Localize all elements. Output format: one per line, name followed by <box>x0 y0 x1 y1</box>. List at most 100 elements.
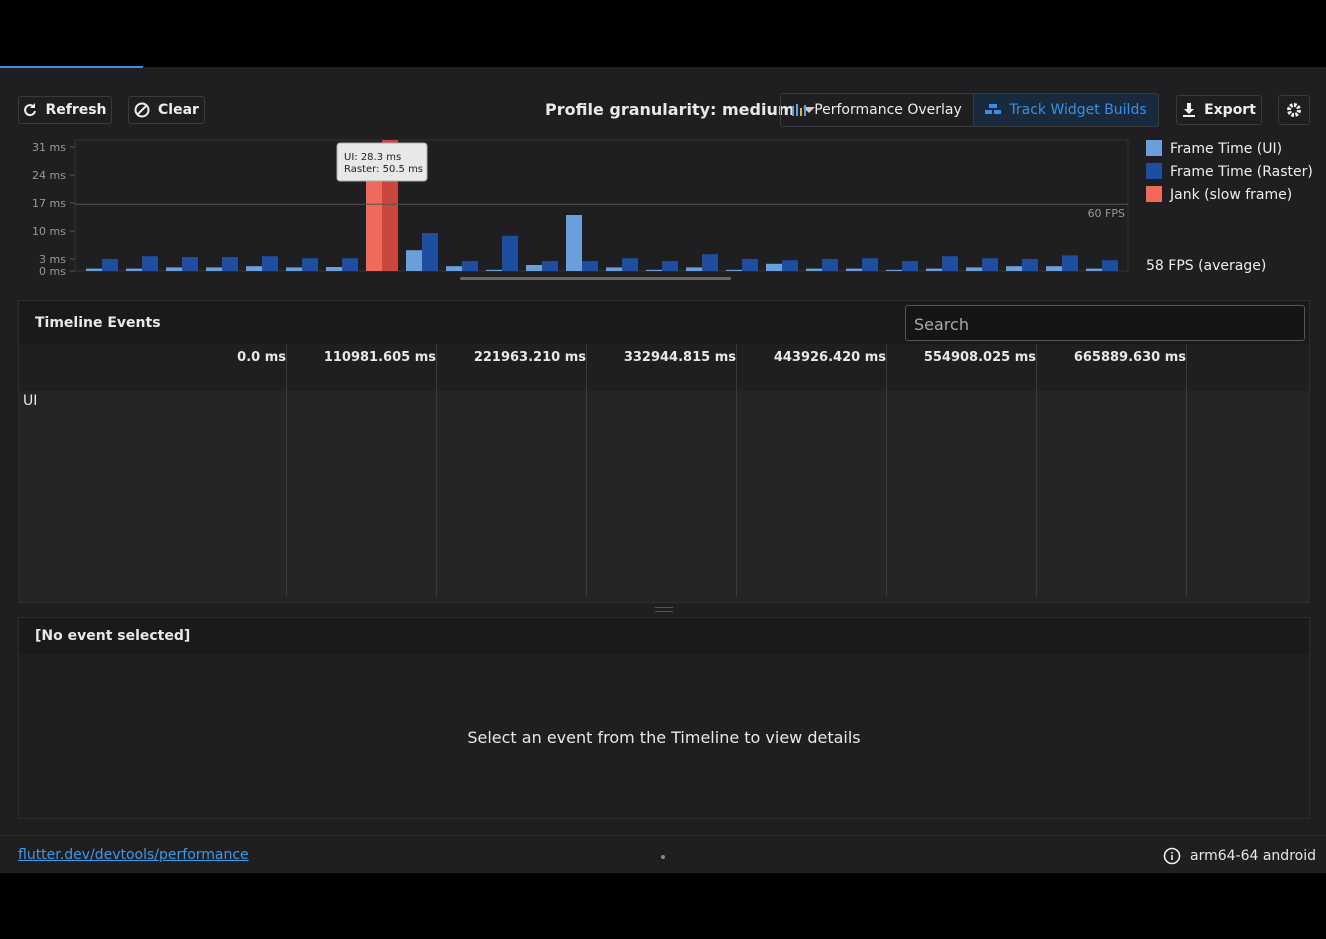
details-header: [No event selected] <box>19 618 1309 654</box>
bar <box>86 268 102 271</box>
details-panel: [No event selected] Select an event from… <box>18 617 1310 819</box>
bar <box>966 267 982 271</box>
time-label: 221963.210 ms <box>473 350 586 365</box>
clear-button[interactable]: Clear <box>128 96 205 124</box>
bar <box>606 267 622 271</box>
bar <box>902 261 918 271</box>
settings-button[interactable] <box>1278 95 1310 125</box>
clear-label: Clear <box>158 102 199 118</box>
bar <box>102 259 118 271</box>
bar <box>422 233 438 271</box>
target-label: 60 FPS <box>1088 207 1125 220</box>
splitter-handle[interactable] <box>655 607 673 612</box>
bar <box>526 265 542 271</box>
refresh-button[interactable]: Refresh <box>18 96 112 124</box>
y-tick-label: 10 ms <box>32 225 66 238</box>
column-divider <box>436 344 437 597</box>
bar <box>342 258 358 271</box>
device-label: arm64-64 android <box>1190 848 1316 864</box>
bar <box>406 250 422 271</box>
progress-bar <box>0 66 143 68</box>
overlay-icon <box>792 104 807 116</box>
bar <box>462 261 478 271</box>
y-tick-label: 3 ms <box>39 253 66 266</box>
bar <box>686 267 702 271</box>
column-divider <box>1186 344 1187 597</box>
time-label: 0.0 ms <box>237 350 286 365</box>
footer-link[interactable]: flutter.dev/devtools/performance <box>18 847 249 863</box>
bar <box>886 269 902 271</box>
status-dot <box>661 855 665 859</box>
bar <box>126 268 142 271</box>
bar <box>822 259 838 271</box>
bar <box>262 256 278 271</box>
bar <box>446 266 462 271</box>
bar <box>926 268 942 271</box>
bar <box>182 257 198 271</box>
bar <box>1006 266 1022 271</box>
y-tick-label: 31 ms <box>32 141 66 154</box>
legend-label: Frame Time (Raster) <box>1170 164 1313 180</box>
legend-swatch <box>1146 163 1162 179</box>
frame-chart: 0 ms3 ms 10 ms 17 ms 24 ms 31 ms 60 FPS UI: 28… <box>32 139 1313 280</box>
overlay-label: Performance Overlay <box>814 102 962 118</box>
scrollbar[interactable] <box>460 277 731 280</box>
timeline-rows: UI <box>19 391 1309 597</box>
bar <box>486 269 502 271</box>
export-button[interactable]: Export <box>1176 95 1262 125</box>
bar <box>582 261 598 271</box>
refresh-label: Refresh <box>45 102 107 118</box>
tooltip-box <box>336 142 428 182</box>
performance-overlay-button[interactable]: Performance Overlay <box>780 93 974 127</box>
column-divider <box>286 344 287 597</box>
details-message: Select an event from the Timeline to vie… <box>467 728 861 747</box>
tooltip-line: Raster: 50.5 ms <box>344 164 423 175</box>
bar <box>206 267 222 271</box>
clear-icon <box>134 102 150 118</box>
tooltip-line: UI: 28.3 ms <box>344 152 401 163</box>
bar <box>942 256 958 271</box>
column-divider <box>1036 344 1037 597</box>
bar <box>286 267 302 271</box>
time-label: 443926.420 ms <box>773 350 886 365</box>
plot-border <box>74 139 1129 272</box>
time-label: 554908.025 ms <box>923 350 1036 365</box>
bar <box>1046 266 1062 271</box>
track-widget-builds-button[interactable]: Track Widget Builds <box>973 93 1159 127</box>
timeline-title: Timeline Events <box>35 315 161 331</box>
bar <box>982 258 998 271</box>
track-icon <box>985 104 1002 114</box>
bar <box>862 258 878 271</box>
export-label: Export <box>1204 102 1256 118</box>
column-divider <box>886 344 887 597</box>
bar <box>806 268 822 271</box>
track-label: Track Widget Builds <box>1009 102 1147 118</box>
bar <box>326 267 342 271</box>
bar <box>142 256 158 271</box>
column-divider <box>736 344 737 597</box>
bar <box>246 266 262 271</box>
bar <box>366 157 382 271</box>
refresh-icon <box>24 103 37 117</box>
details-title: [No event selected] <box>35 628 191 644</box>
footer-divider <box>0 835 1326 836</box>
legend-label: Jank (slow frame) <box>1169 187 1292 203</box>
bar <box>1102 260 1118 271</box>
row-label: UI <box>23 393 38 409</box>
bar <box>782 260 798 271</box>
timeline-panel: Timeline Events Search 0.0 ms 110981.605 … <box>18 300 1310 603</box>
timeline-header: Timeline Events Search <box>19 301 1309 344</box>
bar <box>702 254 718 271</box>
time-label: 665889.630 ms <box>1073 350 1186 365</box>
bar <box>502 235 518 271</box>
y-tick-label: 24 ms <box>32 169 66 182</box>
column-divider <box>586 344 587 597</box>
search-box[interactable]: Search <box>905 305 1305 341</box>
bar <box>726 269 742 271</box>
bar <box>622 258 638 271</box>
bar <box>766 263 782 271</box>
legend-swatch <box>1146 140 1162 156</box>
legend-label: Frame Time (UI) <box>1170 141 1282 157</box>
